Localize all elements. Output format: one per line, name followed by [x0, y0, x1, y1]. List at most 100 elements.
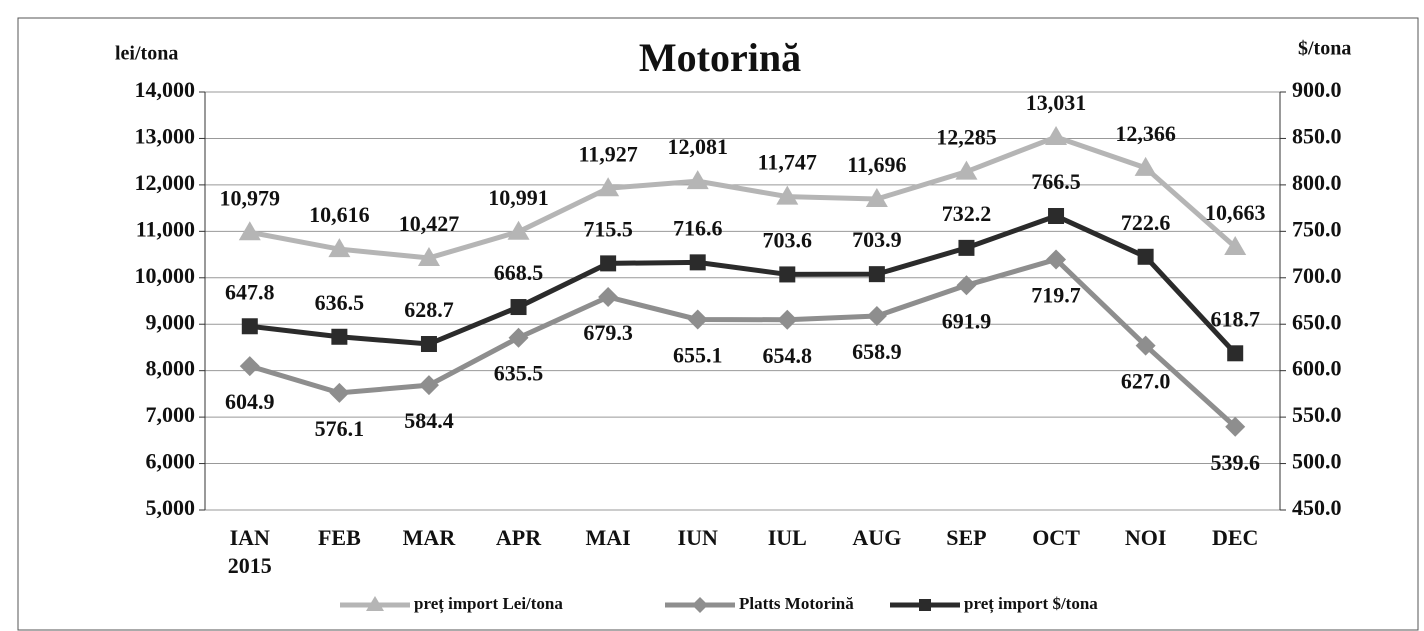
marker	[1134, 156, 1157, 176]
y-tick-label: 9,000	[146, 309, 196, 334]
marker	[958, 239, 975, 256]
marker	[238, 221, 261, 241]
marker	[777, 309, 798, 330]
marker	[597, 177, 620, 197]
x-tick-label: MAI	[586, 525, 631, 550]
y2-tick-label: 900.0	[1292, 77, 1342, 102]
y2-axis-label: $/tona	[1298, 38, 1351, 60]
marker	[1045, 126, 1068, 146]
marker	[1224, 235, 1247, 255]
data-label: 12,081	[667, 134, 728, 159]
data-label: 716.6	[673, 215, 723, 240]
marker	[328, 238, 351, 258]
data-label: 627.0	[1121, 369, 1171, 394]
marker	[510, 299, 527, 316]
data-label: 703.9	[852, 227, 902, 252]
data-label: 722.6	[1121, 210, 1171, 235]
marker	[687, 309, 708, 330]
marker	[1227, 345, 1244, 362]
data-label: 658.9	[852, 339, 902, 364]
data-label: 584.4	[404, 408, 454, 433]
y-tick-label: 11,000	[136, 216, 195, 241]
x-tick-label: IAN	[230, 525, 270, 550]
data-label: 10,616	[309, 202, 370, 227]
marker	[1137, 248, 1154, 265]
y-tick-label: 5,000	[146, 495, 196, 520]
data-label: 655.1	[673, 343, 723, 368]
x-tick-label: MAR	[403, 525, 457, 550]
marker	[600, 255, 617, 272]
y-tick-label: 12,000	[135, 170, 196, 195]
data-label: 12,366	[1115, 121, 1176, 146]
x-tick-label: SEP	[946, 525, 986, 550]
y-tick-label: 14,000	[135, 77, 196, 102]
x-tick-label: IUN	[678, 525, 718, 550]
data-label: 618.7	[1210, 306, 1260, 331]
y2-tick-label: 800.0	[1292, 170, 1342, 195]
y2-tick-label: 700.0	[1292, 263, 1342, 288]
marker	[866, 305, 887, 326]
marker	[868, 266, 885, 283]
data-label: 13,031	[1026, 90, 1087, 115]
marker	[686, 170, 709, 190]
data-label: 715.5	[583, 216, 633, 241]
data-label: 12,285	[936, 125, 997, 150]
data-label: 539.6	[1210, 450, 1260, 475]
marker	[1048, 208, 1065, 225]
marker	[508, 327, 529, 348]
data-label: 679.3	[583, 320, 633, 345]
y2-tick-label: 850.0	[1292, 123, 1342, 148]
series-line	[249, 256, 1237, 429]
x-tick-label: DEC	[1212, 525, 1258, 550]
marker	[420, 336, 437, 353]
marker	[507, 220, 530, 240]
data-label: 719.7	[1031, 283, 1081, 308]
marker	[418, 375, 439, 396]
data-label: 635.5	[494, 361, 544, 386]
x-tick-label: APR	[496, 525, 542, 550]
data-label: 11,927	[578, 141, 637, 166]
marker	[955, 160, 978, 180]
data-label: 604.9	[225, 389, 275, 414]
legend-label: Platts Motorină	[739, 594, 854, 613]
y2-tick-label: 600.0	[1292, 356, 1342, 381]
frame	[17, 17, 1419, 631]
marker	[598, 287, 619, 308]
marker	[956, 275, 977, 296]
legend-label: preț import Lei/tona	[414, 594, 563, 614]
series-line	[249, 134, 1237, 261]
x-tick-label: IUL	[768, 525, 807, 550]
marker	[865, 188, 888, 208]
data-label: 766.5	[1031, 169, 1081, 194]
data-label: 654.8	[763, 343, 813, 368]
x-tick-label: FEB	[318, 525, 361, 550]
data-label: 10,979	[220, 185, 281, 210]
marker	[239, 356, 260, 377]
data-label: 628.7	[404, 297, 454, 322]
legend-marker	[366, 596, 384, 611]
marker	[776, 185, 799, 205]
x-tick-label: NOI	[1125, 525, 1167, 550]
marker	[1225, 416, 1246, 437]
series-line	[249, 213, 1238, 355]
marker	[1046, 249, 1067, 270]
data-label: 10,991	[488, 185, 549, 210]
marker	[331, 328, 348, 345]
data-label: 636.5	[315, 290, 365, 315]
x-tick-label: OCT	[1032, 525, 1080, 550]
y2-tick-label: 650.0	[1292, 309, 1342, 334]
marker	[241, 318, 258, 335]
y2-tick-label: 550.0	[1292, 402, 1342, 427]
legend-label: preț import $/tona	[964, 594, 1098, 614]
y2-tick-label: 750.0	[1292, 216, 1342, 241]
data-label: 576.1	[315, 416, 365, 441]
x-year-label: 2015	[228, 553, 272, 578]
y-tick-label: 7,000	[146, 402, 196, 427]
marker	[779, 266, 796, 283]
marker	[417, 246, 440, 266]
y-tick-label: 10,000	[135, 263, 196, 288]
legend-marker	[919, 599, 931, 611]
y-tick-label: 13,000	[135, 123, 196, 148]
marker	[1135, 335, 1156, 356]
